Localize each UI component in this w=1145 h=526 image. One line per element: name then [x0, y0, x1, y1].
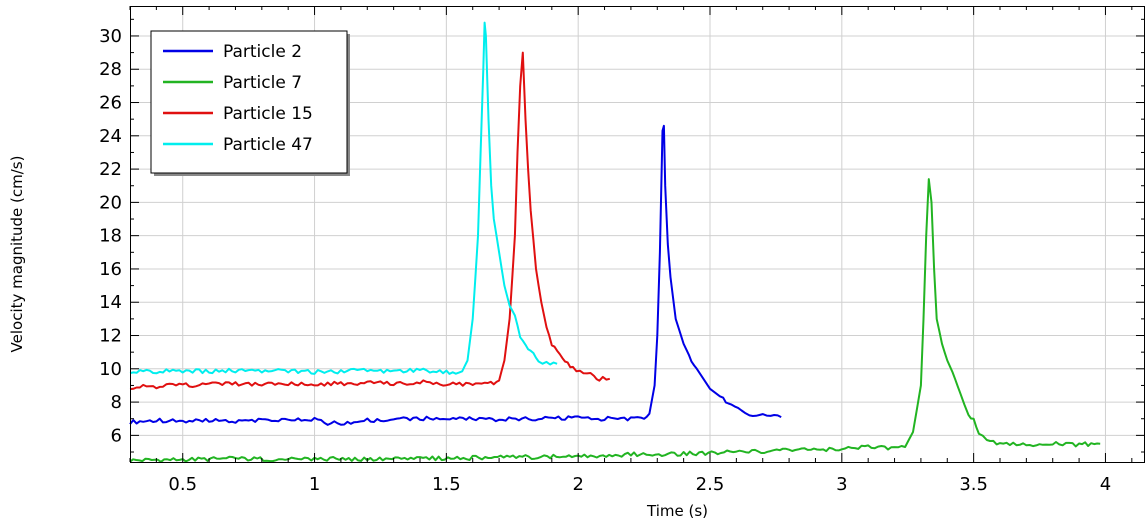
- y-tick-label: 8: [111, 392, 122, 413]
- x-tick-label: 3: [836, 474, 847, 495]
- y-tick-label: 10: [99, 359, 122, 380]
- y-tick-label: 16: [99, 259, 122, 280]
- series-line-particle-7: [129, 178, 1101, 463]
- x-tick-label: 3.5: [959, 474, 988, 495]
- x-tick-label: 4: [1100, 474, 1111, 495]
- y-tick-label: 24: [99, 126, 122, 147]
- y-tick-label: 20: [99, 192, 122, 213]
- y-tick-label: 6: [111, 425, 122, 446]
- y-tick-label: 18: [99, 226, 122, 247]
- x-tick-label: 2: [572, 474, 583, 495]
- y-axis-title: Velocity magnitude (cm/s): [8, 156, 26, 353]
- y-tick-label: 14: [99, 292, 122, 313]
- y-tick-label: 26: [99, 93, 122, 114]
- x-tick-label: 2.5: [696, 474, 725, 495]
- legend-label: Particle 47: [223, 135, 313, 155]
- x-tick-label: 0.5: [168, 474, 197, 495]
- legend-box: [150, 30, 348, 174]
- y-tick-label: 28: [99, 59, 122, 80]
- series-layer: [129, 21, 1101, 463]
- y-tick-label: 12: [99, 326, 122, 347]
- series-line-particle-15: [129, 51, 611, 391]
- legend-label: Particle 2: [223, 42, 302, 62]
- tick-layer: 0.5 1 1.5 2 2.5 3 3.5 4 6 8 10 12 14 16 18 20 22 24 26 28 30: [99, 6, 1145, 495]
- legend: Particle 2 Particle 7 Particle 15 Particle …: [150, 30, 350, 176]
- legend-label: Particle 15: [223, 104, 313, 124]
- y-tick-label: 22: [99, 159, 122, 180]
- grid-layer: [130, 6, 1145, 462]
- x-axis-title: Time (s): [646, 502, 708, 520]
- series-line-particle-2: [129, 124, 782, 426]
- x-tick-label: 1: [309, 474, 320, 495]
- legend-label: Particle 7: [223, 73, 302, 93]
- y-tick-label: 30: [99, 26, 122, 47]
- x-tick-label: 1.5: [432, 474, 461, 495]
- series-line-particle-47: [129, 21, 558, 375]
